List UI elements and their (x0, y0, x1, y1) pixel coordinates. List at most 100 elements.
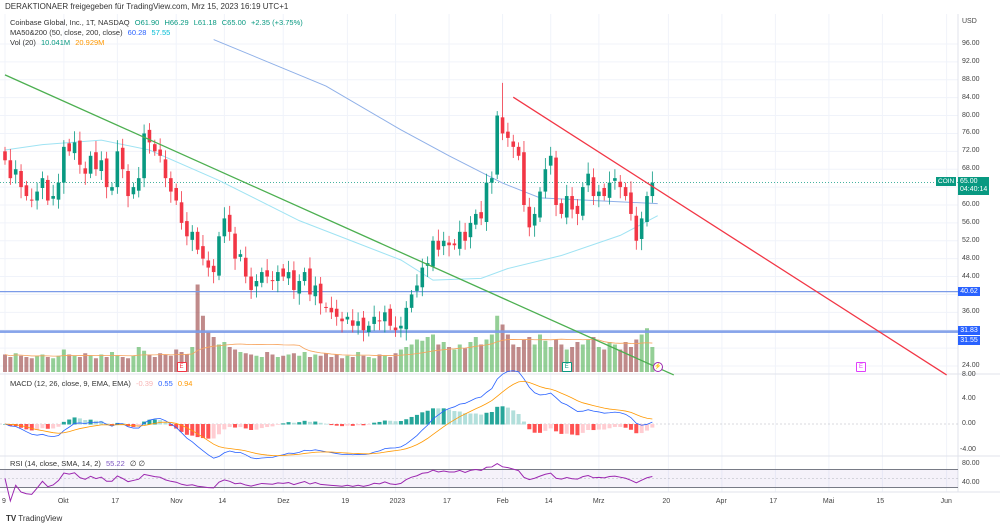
time-axis-label: 17 (443, 498, 451, 505)
volume-bar (532, 344, 537, 372)
candle-body (270, 280, 275, 282)
tradingview-logo[interactable]: TV TradingView (6, 514, 62, 523)
time-axis-label: Dez (277, 498, 290, 505)
time-axis-label: Mrz (592, 498, 605, 505)
candle-body (372, 316, 376, 324)
macd-histogram-bar (538, 424, 542, 433)
candle-body (190, 231, 195, 240)
volume-bar (56, 355, 61, 372)
volume-bar (291, 353, 296, 372)
volume-bar (628, 347, 633, 372)
time-axis-label: 2023 (389, 498, 406, 505)
volume-bar (61, 349, 66, 372)
earnings-marker[interactable]: E (176, 362, 187, 372)
macd-histogram-bar (468, 413, 473, 425)
volume-bar (211, 337, 216, 372)
volume-bar (441, 342, 446, 372)
volume-bar (634, 339, 639, 372)
candle-body (62, 146, 66, 183)
macd-histogram-bar (586, 424, 591, 430)
volume-legend[interactable]: Vol (20) 10.041M 20.929M (10, 38, 107, 47)
macd-legend[interactable]: MACD (12, 26, close, 9, EMA, EMA) -0.39 … (10, 379, 195, 388)
volume-bar (575, 342, 580, 372)
candle-body (383, 312, 387, 322)
candle-body (554, 157, 558, 205)
macd-histogram-bar (612, 424, 617, 427)
macd-histogram-bar (206, 424, 211, 439)
candle-body (629, 192, 633, 214)
macd-histogram-bar (168, 424, 173, 427)
volume-bar (409, 344, 414, 372)
time-axis-label: 14 (544, 498, 553, 505)
volume-bar (366, 357, 371, 372)
candle-body (602, 187, 606, 197)
candle-body (281, 268, 285, 277)
price-axis-label: 44.00 (962, 272, 980, 280)
candle-body (490, 178, 494, 183)
earnings-marker[interactable]: E (856, 362, 866, 372)
low-value: L61.18 (193, 18, 217, 27)
volume-bar (505, 334, 510, 372)
candle-body (522, 152, 526, 205)
candle-body (334, 308, 339, 317)
candle-body (447, 242, 451, 246)
macd-histogram-bar (570, 424, 575, 435)
rsi-legend[interactable]: RSI (14, close, SMA, 14, 2) 55.22 ∅ ∅ (10, 459, 148, 468)
macd-histogram-bar (265, 424, 270, 428)
candle-body (222, 218, 227, 237)
high-value: H66.29 (164, 18, 189, 27)
volume-bar (270, 354, 275, 372)
volume-bar (591, 337, 596, 372)
volume-bar (254, 355, 259, 372)
candle-body (35, 191, 39, 201)
macd-histogram-bar (61, 421, 66, 425)
symbol-name[interactable]: Coinbase Global, Inc., 1T, NASDAQ (10, 18, 130, 27)
macd-histogram-bar (83, 420, 88, 425)
volume-bar (13, 353, 18, 372)
volume-bar (538, 334, 542, 372)
volume-bar (29, 358, 34, 372)
macd-histogram-bar (361, 424, 366, 426)
volume-bar (35, 355, 40, 372)
volume-bar (195, 284, 200, 372)
volume-bar (313, 354, 318, 372)
volume-bar (650, 347, 655, 372)
candle-body (24, 185, 29, 197)
rsi-line (4, 463, 653, 503)
time-axis-label: 14 (218, 498, 227, 505)
macd-histogram-bar (473, 413, 478, 425)
volume-bar (420, 340, 425, 372)
candle-body (457, 231, 462, 249)
candle-body (169, 178, 173, 192)
vol2-value: 20.929M (75, 38, 105, 47)
volume-bar (645, 328, 649, 372)
macd-histogram-bar (249, 424, 254, 430)
ma-legend[interactable]: MA50&200 (50, close, 200, close) 60.28 5… (10, 28, 173, 37)
volume-bar (607, 342, 612, 372)
candle-body (468, 222, 473, 238)
volume-bar (393, 353, 398, 372)
volume-bar (548, 347, 553, 372)
macd-histogram-bar (409, 416, 414, 425)
candle-body (618, 181, 623, 188)
dividend-marker[interactable]: ⚡ (652, 362, 663, 372)
macd-histogram-bar (463, 413, 468, 425)
macd-axis-label: 4.00 (962, 395, 976, 402)
macd-axis-label: -4.00 (960, 446, 976, 453)
price-axis-label: 60.00 (962, 200, 980, 208)
volume-bar (473, 337, 478, 372)
volume-bar (388, 357, 393, 372)
candle-body (88, 155, 93, 174)
candle-body (639, 218, 644, 239)
price-axis-label: 36.00 (962, 308, 980, 316)
volume-bar (350, 357, 355, 372)
candle-body (313, 285, 318, 297)
volume-bar (275, 357, 280, 372)
macd-histogram-bar (243, 424, 248, 429)
macd-histogram-bar (56, 424, 61, 427)
candle-body (67, 143, 71, 152)
earnings-marker[interactable]: E (561, 362, 572, 372)
candle-body (227, 214, 232, 232)
candle-body (302, 272, 307, 282)
